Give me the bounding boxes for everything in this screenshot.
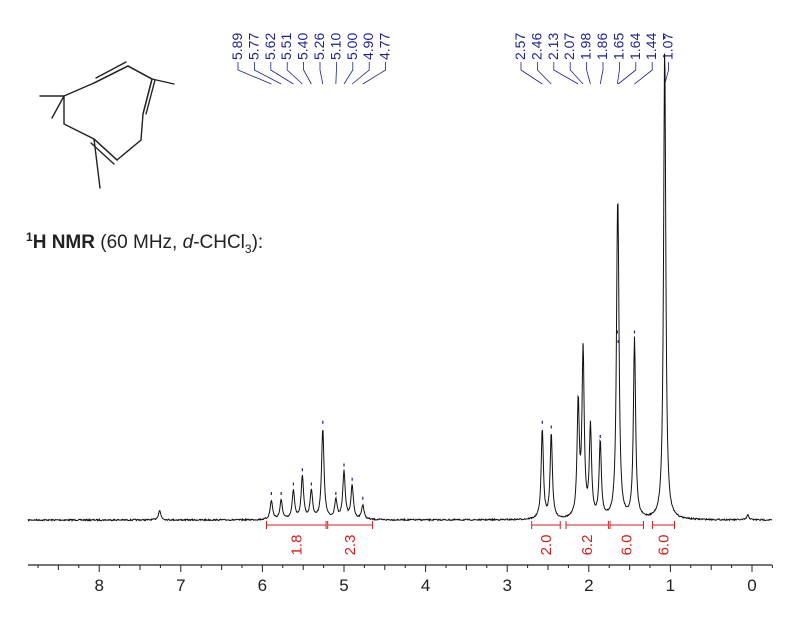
title-nucleus: H NMR (33, 232, 96, 253)
peak-label-leader (335, 62, 337, 85)
chart-title: 1H NMR (60 MHz, d-CHCl3): (26, 230, 263, 256)
peak-label: 5.51 (278, 33, 294, 60)
peak-markers (270, 36, 666, 500)
peak-label: 5.10 (327, 33, 343, 60)
title-solvent-subscript: 3 (245, 242, 252, 256)
peak-label-leader (586, 62, 591, 85)
integral-value: 2.0 (538, 535, 555, 556)
integral-region: 2.3 (327, 521, 374, 556)
peak-label-leader (270, 62, 294, 85)
integral-region: 2.0 (531, 521, 561, 556)
peak-label-leader (599, 62, 604, 85)
integral-value: 6.0 (655, 535, 672, 556)
integral-region: 1.8 (265, 521, 327, 556)
integral-regions: 1.8 2.3 2.0 6.2 6.0 6.0 (265, 521, 675, 556)
peak-label: 1.86 (594, 33, 610, 60)
title-frequency: (60 MHz, (100, 232, 182, 253)
peak-label: 1.65 (610, 33, 626, 60)
title-solvent-prefix: d (183, 232, 195, 253)
x-tick-label: 3 (502, 576, 511, 595)
peak-label: 1.98 (578, 33, 594, 60)
integral-value: 1.8 (288, 535, 305, 556)
x-tick-label: 5 (339, 576, 348, 595)
title-suffix: ): (252, 232, 264, 253)
x-axis-ticks: 8 7 6 5 4 3 2 1 0 (37, 565, 773, 595)
peak-label: 1.44 (643, 33, 659, 60)
peak-label: 5.00 (344, 33, 360, 60)
peak-label-leader (616, 62, 620, 85)
x-tick-label: 7 (176, 576, 185, 595)
peak-label-leader (253, 62, 282, 85)
x-tick-label: 6 (258, 576, 267, 595)
x-tick-label: 1 (666, 576, 675, 595)
peak-label: 4.90 (360, 33, 376, 60)
peak-label-leader (553, 62, 579, 85)
peak-label: 1.64 (627, 33, 643, 60)
title-superscript: 1 (26, 230, 33, 244)
peak-label-leader (319, 62, 324, 85)
peak-label: 2.07 (561, 33, 577, 60)
peak-label: 1.07 (660, 33, 676, 60)
peak-label-leader (343, 62, 354, 85)
x-tick-label: 4 (421, 576, 430, 595)
peak-label: 5.77 (245, 33, 261, 60)
integral-region: 6.2 (565, 521, 609, 556)
x-tick-label: 2 (584, 576, 593, 595)
peak-label-leader (237, 62, 272, 85)
molecule-structure (39, 61, 175, 189)
integral-value: 2.3 (342, 535, 359, 556)
x-tick-label: 8 (94, 576, 103, 595)
integral-value: 6.0 (619, 535, 636, 556)
peak-label-leader (537, 62, 552, 85)
peak-label: 5.62 (262, 33, 278, 60)
peak-label: 5.89 (229, 33, 245, 60)
peak-label-leader (664, 62, 669, 85)
peak-labels: 5.89 5.77 5.62 5.51 5.40 5.26 5.10 5.00 4.90 4.77… (229, 33, 676, 60)
peak-label: 4.77 (377, 33, 393, 60)
peak-label-leader (351, 62, 370, 85)
peak-label-leader (617, 62, 637, 85)
integral-region: 6.0 (609, 521, 644, 556)
spectrum-line (27, 53, 773, 522)
peak-label-leader (634, 62, 653, 85)
peak-label-leader (520, 62, 543, 85)
peak-label: 5.26 (311, 33, 327, 60)
peak-label-leader (362, 62, 387, 85)
peak-label: 2.13 (545, 33, 561, 60)
peak-label-leader (286, 62, 303, 85)
integral-value: 6.2 (579, 535, 596, 556)
peak-label-leader (569, 62, 584, 85)
peak-label-leaders (237, 62, 669, 85)
peak-label: 2.46 (528, 33, 544, 60)
peak-label: 5.40 (295, 33, 311, 60)
title-solvent: -CHCl (193, 232, 245, 253)
integral-region: 6.0 (651, 521, 675, 556)
peak-label-leader (303, 62, 312, 85)
peak-label: 2.57 (512, 33, 528, 60)
x-tick-label: 0 (747, 576, 756, 595)
